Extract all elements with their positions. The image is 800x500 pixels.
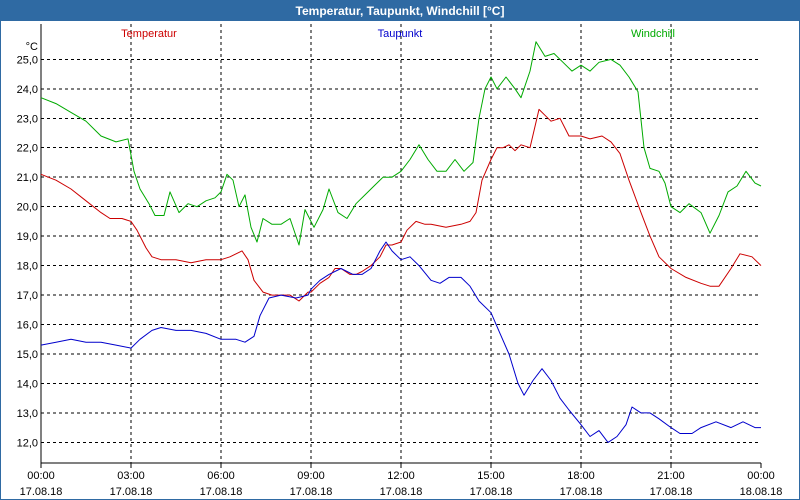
x-tick-date-label: 17.08.18 <box>200 486 243 498</box>
legend-entry-taupunkt: Taupunkt <box>378 28 423 40</box>
x-tick-time-label: 15:00 <box>477 470 505 482</box>
chart-title: Temperatur, Taupunkt, Windchill [°C] <box>1 1 799 21</box>
y-tick-label: 21,0 <box>17 172 38 184</box>
legend: Temperatur Taupunkt Windchill <box>121 28 675 40</box>
series-line-temperatur <box>40 108 762 302</box>
y-tick-label: 14,0 <box>17 378 38 390</box>
x-tick-time-label: 00:00 <box>747 470 775 482</box>
series-line-taupunkt <box>40 241 761 443</box>
chart-canvas: 25,0 24,0 23,0 22,0 21,0 20,0 19,0 18,0 17,0 16,0… <box>17 24 783 498</box>
x-tick-date-label: 17.08.18 <box>380 486 423 498</box>
x-tick-date-label: 17.08.18 <box>560 486 603 498</box>
x-tick-time-label: 09:00 <box>297 470 325 482</box>
x-tick-date-label: 17.08.18 <box>650 486 693 498</box>
y-tick-label: 18,0 <box>17 261 38 273</box>
y-tick-label: 16,0 <box>17 320 38 332</box>
x-tick-date-label: 17.08.18 <box>290 486 333 498</box>
y-tick-label: 13,0 <box>17 408 38 420</box>
x-tick-time-label: 18:00 <box>567 470 595 482</box>
y-tick-label: 24,0 <box>17 84 38 96</box>
x-tick-time-label: 03:00 <box>117 470 145 482</box>
legend-entry-temperatur: Temperatur <box>121 28 177 40</box>
y-tick-label: 17,0 <box>17 290 38 302</box>
y-tick-label: 22,0 <box>17 143 38 155</box>
y-tick-label: 15,0 <box>17 349 38 361</box>
y-tick-label: 20,0 <box>17 202 38 214</box>
y-tick-label: 23,0 <box>17 113 38 125</box>
x-tick-date-label: 17.08.18 <box>20 486 63 498</box>
series-lines <box>40 41 762 443</box>
x-tick-time-label: 21:00 <box>657 470 685 482</box>
axes: 25,0 24,0 23,0 22,0 21,0 20,0 19,0 18,0 17,0 16,0… <box>17 24 783 498</box>
x-tick-date-label: 17.08.18 <box>470 486 513 498</box>
legend-entry-windchill: Windchill <box>631 28 675 40</box>
x-tick-date-label: 17.08.18 <box>110 486 153 498</box>
y-axis-label: °C <box>26 41 38 53</box>
y-tick-label: 25,0 <box>17 54 38 66</box>
series-line-windchill <box>40 41 762 246</box>
x-tick-time-label: 12:00 <box>387 470 415 482</box>
y-tick-label: 12,0 <box>17 437 38 449</box>
x-tick-time-label: 00:00 <box>27 470 55 482</box>
x-tick-time-label: 06:00 <box>207 470 235 482</box>
x-tick-date-label: 18.08.18 <box>740 486 783 498</box>
y-tick-label: 19,0 <box>17 231 38 243</box>
